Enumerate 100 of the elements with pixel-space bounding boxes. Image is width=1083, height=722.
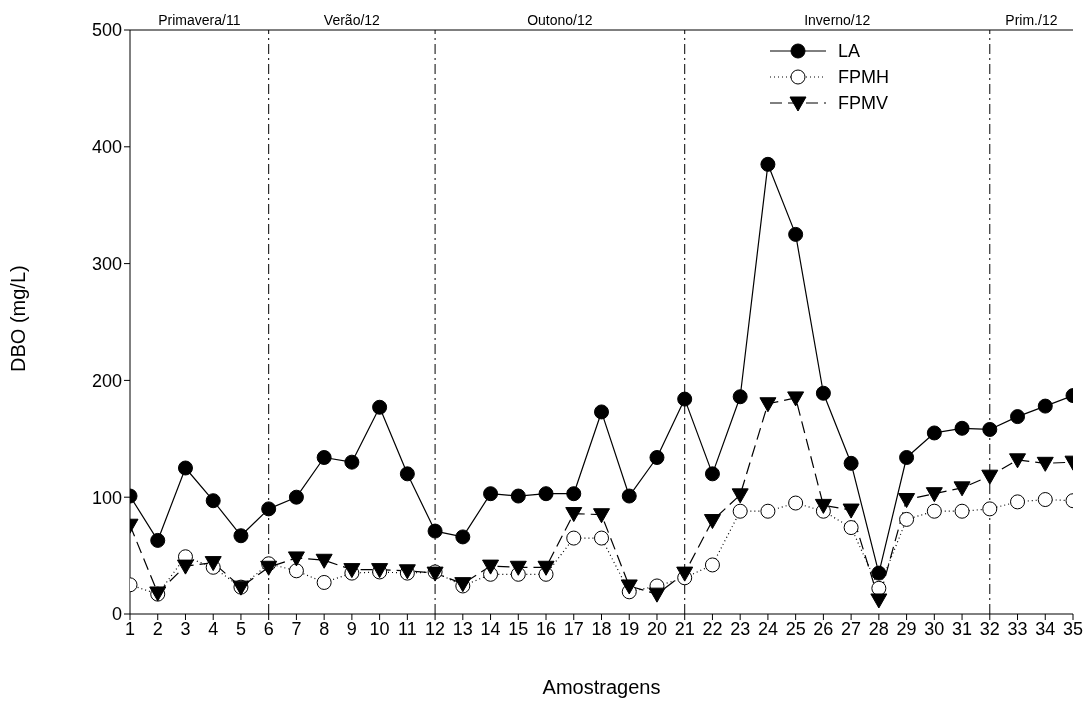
- point: [1010, 494, 1026, 510]
- x-tick-label: 3: [180, 618, 191, 639]
- y-tick-label: 100: [91, 487, 122, 508]
- x-tick-label: 10: [369, 618, 390, 639]
- x-axis-title: Amostragens: [542, 676, 661, 698]
- point: [871, 565, 887, 581]
- point: [676, 566, 694, 582]
- point: [788, 495, 804, 511]
- point: [427, 523, 443, 539]
- x-tick-label: 21: [674, 618, 695, 639]
- y-tick-label: 200: [91, 370, 122, 391]
- point: [150, 532, 166, 548]
- point: [788, 226, 804, 242]
- x-tick-label: 35: [1062, 618, 1083, 639]
- x-tick-label: 26: [813, 618, 834, 639]
- point: [926, 425, 942, 441]
- point: [566, 530, 582, 546]
- point: [509, 560, 527, 576]
- x-tick-label: 23: [730, 618, 751, 639]
- point: [870, 593, 888, 609]
- point: [1037, 398, 1053, 414]
- point: [677, 391, 693, 407]
- point: [482, 559, 500, 575]
- point: [814, 498, 832, 514]
- point: [176, 559, 194, 575]
- x-tick-label: 24: [757, 618, 778, 639]
- point: [316, 449, 332, 465]
- x-tick-label: 5: [235, 618, 246, 639]
- x-tick-label: 9: [346, 618, 357, 639]
- x-tick-label: 14: [480, 618, 501, 639]
- point: [925, 487, 943, 503]
- point: [399, 466, 415, 482]
- point: [649, 449, 665, 465]
- point: [954, 420, 970, 436]
- x-tick-label: 20: [646, 618, 667, 639]
- point: [842, 503, 860, 519]
- point: [288, 563, 304, 579]
- point: [759, 397, 777, 413]
- point: [1036, 456, 1054, 472]
- point: [621, 488, 637, 504]
- point: [843, 455, 859, 471]
- point: [899, 511, 915, 527]
- point: [981, 469, 999, 485]
- x-tick-label: 12: [425, 618, 446, 639]
- x-tick-label: 2: [152, 618, 163, 639]
- point: [760, 156, 776, 172]
- x-tick-label: 1: [124, 618, 136, 639]
- x-tick-label: 27: [841, 618, 862, 639]
- legend-label: FPMV: [838, 92, 889, 114]
- x-tick-label: 6: [263, 618, 274, 639]
- y-tick-label: 400: [91, 137, 122, 158]
- point: [703, 514, 721, 530]
- point: [372, 399, 388, 415]
- text: Outono/12: [527, 12, 593, 28]
- point: [648, 587, 666, 603]
- point: [594, 404, 609, 420]
- text: Prim./12: [1005, 12, 1058, 28]
- point: [538, 486, 554, 502]
- point: [982, 501, 998, 517]
- x-tick-label: 7: [291, 618, 302, 639]
- point: [260, 560, 278, 576]
- point: [732, 503, 748, 519]
- legend-label: LA: [838, 40, 861, 62]
- x-tick-label: 31: [952, 618, 973, 639]
- x-tick-label: 17: [563, 618, 584, 639]
- point: [537, 560, 555, 576]
- x-tick-label: 34: [1035, 618, 1056, 639]
- point: [843, 520, 859, 536]
- point: [483, 486, 499, 502]
- x-tick-label: 8: [319, 618, 330, 639]
- x-tick-label: 18: [591, 618, 612, 639]
- x-tick-label: 16: [536, 618, 557, 639]
- point: [1037, 492, 1053, 508]
- x-tick-label: 32: [979, 618, 1000, 639]
- x-tick-label: 22: [702, 618, 723, 639]
- y-tick-label: 0: [111, 604, 122, 625]
- x-tick-label: 33: [1007, 618, 1028, 639]
- x-tick-label: 30: [924, 618, 945, 639]
- y-tick-label: 300: [91, 253, 122, 274]
- point: [288, 489, 304, 505]
- point: [898, 493, 916, 509]
- legend-label: FPMH: [838, 66, 889, 88]
- x-tick-label: 28: [868, 618, 889, 639]
- point: [982, 421, 998, 437]
- text: Verão/12: [323, 12, 380, 28]
- point: [899, 449, 915, 465]
- y-tick-label: 500: [91, 20, 122, 41]
- point: [233, 528, 249, 544]
- point: [287, 551, 305, 567]
- point: [455, 529, 471, 545]
- point: [953, 481, 971, 497]
- text: Inverno/12: [804, 12, 871, 28]
- x-tick-label: 29: [896, 618, 917, 639]
- point: [566, 486, 582, 502]
- text: Primavera/11: [158, 12, 241, 28]
- point: [760, 503, 776, 519]
- point: [1010, 409, 1026, 425]
- y-axis-title: DBO (mg/L): [7, 265, 30, 372]
- x-tick-label: 15: [508, 618, 529, 639]
- point: [177, 460, 193, 476]
